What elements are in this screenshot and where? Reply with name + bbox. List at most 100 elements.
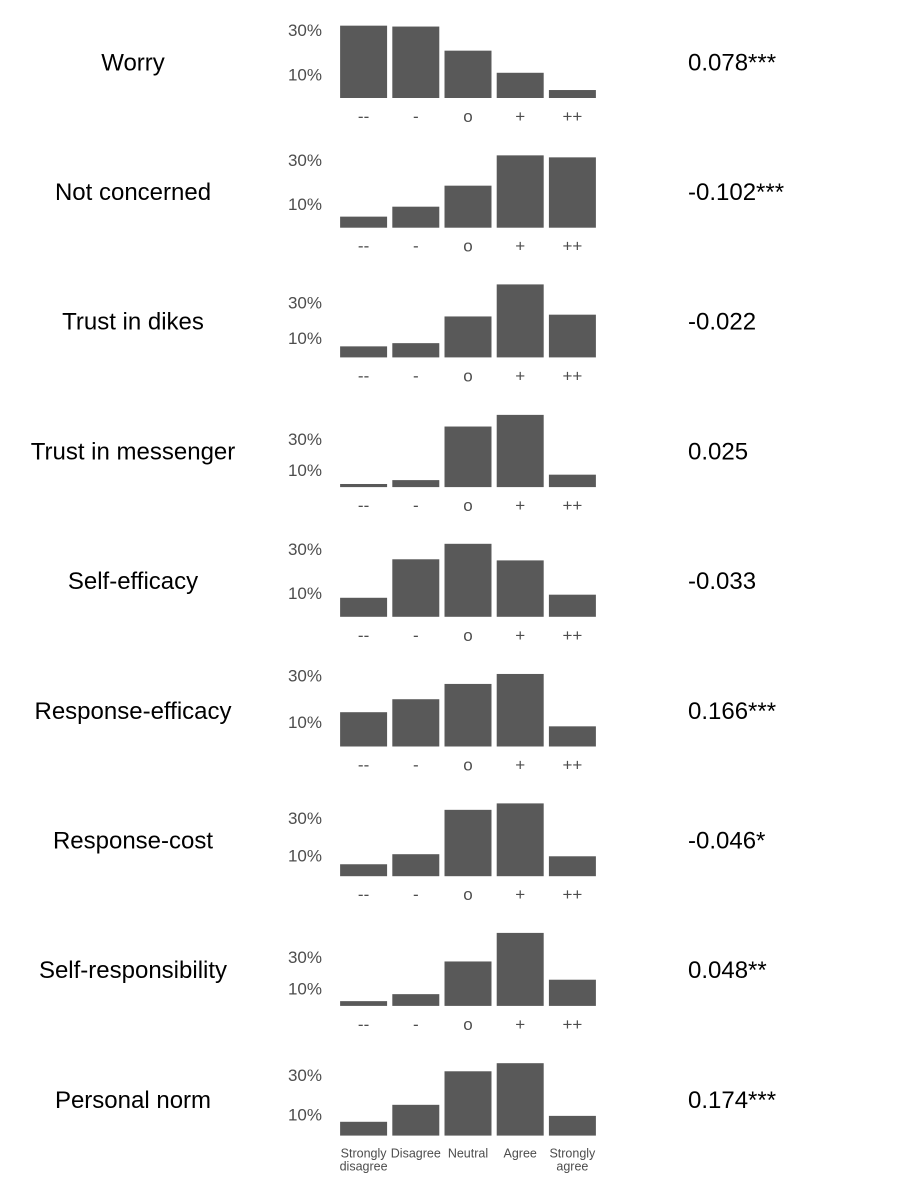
x-tick-label-box: --: [357, 626, 370, 645]
bar: [444, 961, 492, 1006]
x-tick-label: -: [412, 367, 419, 386]
x-tick-label-box: --: [357, 237, 370, 256]
x-tick-label-box: +: [515, 886, 525, 903]
x-tick-label: --: [357, 626, 370, 645]
bar: [392, 994, 440, 1006]
coefficient: -0.102***: [688, 179, 784, 206]
x-tick-label: o: [463, 626, 473, 645]
bar: [444, 1071, 492, 1136]
x-tick-label: o: [463, 108, 473, 126]
x-tick-label: +: [515, 237, 526, 256]
bar: [340, 597, 388, 617]
x-tick-label: -: [412, 1015, 419, 1034]
x-tick-label: -: [412, 108, 419, 126]
y-tick-label: 30%: [288, 948, 322, 967]
bar: [496, 560, 544, 617]
x-tick-label-box: o: [463, 108, 473, 126]
x-tick-label-box: o: [463, 497, 473, 516]
panel: Worry 0.078***10%30%-- - o + ++: [101, 21, 776, 126]
row-title: Worry: [101, 49, 165, 76]
row-title: Personal norm: [55, 1087, 211, 1114]
bar: [548, 157, 596, 228]
x-tick-label-box: o: [463, 367, 472, 384]
bar: [444, 316, 492, 358]
x-tick-label-box: ++: [562, 626, 583, 645]
bar: [496, 414, 544, 488]
panel: Not concerned -0.102***10%30%-- - o + ++: [55, 151, 784, 256]
x-tick-label-box: Agree: [504, 1148, 537, 1161]
y-tick-label: 30%: [288, 666, 322, 685]
bar: [340, 864, 388, 877]
bar: [392, 854, 440, 877]
x-tick-label-box: ++: [562, 497, 582, 514]
coefficient: -0.022: [688, 309, 756, 336]
y-tick-label: 30%: [288, 1066, 322, 1085]
row-title: Self-efficacy: [68, 568, 198, 595]
bar: [548, 1115, 596, 1136]
x-tick-label: o: [463, 497, 473, 516]
x-tick-label: --: [357, 237, 370, 256]
row-title: Response-cost: [53, 828, 213, 855]
y-tick-label: 30%: [288, 430, 322, 449]
row-title: Self-responsibility: [39, 957, 227, 984]
x-tick-label-box: --: [357, 756, 370, 775]
x-tick-label: ++: [562, 237, 583, 256]
x-tick-label: o: [463, 237, 473, 256]
x-tick-label: -: [412, 626, 419, 645]
x-tick-label: ++: [562, 886, 583, 905]
x-tick-label: ++: [562, 367, 583, 386]
bar: [496, 155, 544, 228]
bar: [548, 856, 596, 877]
y-tick-label: 10%: [288, 65, 322, 84]
x-tick-label-box: -: [412, 108, 419, 126]
x-tick-label: --: [357, 367, 370, 386]
bar: [444, 683, 492, 747]
bar: [444, 426, 492, 488]
bar: [340, 483, 388, 488]
bar: [548, 90, 596, 98]
bar: [340, 346, 388, 358]
bar: [496, 673, 544, 747]
y-tick-label: 10%: [288, 584, 322, 603]
x-tick-label-box: o: [463, 886, 472, 903]
x-tick-label-box: ++: [562, 1016, 582, 1033]
x-tick-label-box: ++: [562, 237, 583, 256]
x-tick-label: +: [515, 626, 526, 645]
bar: [548, 594, 596, 617]
x-tick-label-box: Neutral: [448, 1148, 488, 1161]
bar: [340, 712, 388, 747]
x-tick-label: -: [412, 497, 419, 516]
x-tick-label: +: [515, 756, 526, 775]
x-tick-label: +: [515, 367, 526, 386]
coefficient: 0.174***: [688, 1087, 776, 1114]
bar: [548, 726, 596, 747]
y-tick-label: 30%: [288, 809, 322, 828]
y-tick-label: 10%: [288, 1105, 322, 1124]
bar: [496, 1063, 544, 1136]
bar: [392, 26, 440, 98]
bar: [392, 1104, 440, 1136]
y-tick-label: 30%: [288, 151, 322, 170]
x-tick-label-box: -: [412, 497, 419, 516]
bar: [340, 1001, 388, 1006]
x-tick-label: Strongly disagree: [339, 1147, 388, 1174]
x-tick-label: ++: [562, 626, 583, 645]
bar: [496, 932, 544, 1006]
y-tick-label: 10%: [288, 329, 322, 348]
y-tick-label: 30%: [288, 293, 322, 312]
bar: [444, 543, 492, 617]
x-tick-label: ++: [562, 756, 583, 775]
bar: [496, 72, 544, 98]
x-tick-label: --: [357, 1015, 370, 1034]
x-tick-label-box: --: [357, 1015, 370, 1034]
x-tick-label: -: [412, 886, 419, 905]
x-tick-label-box: -: [413, 238, 419, 255]
x-tick-label-box: --: [358, 497, 369, 514]
x-tick-label: --: [357, 756, 370, 775]
x-tick-label-box: +: [515, 1016, 525, 1033]
x-tick-label: Disagree: [390, 1147, 441, 1161]
x-tick-label: o: [463, 1015, 473, 1034]
panel: Self-responsibility 0.048**10%30%-- - o + ++: [39, 932, 767, 1034]
x-tick-label: o: [463, 756, 473, 775]
